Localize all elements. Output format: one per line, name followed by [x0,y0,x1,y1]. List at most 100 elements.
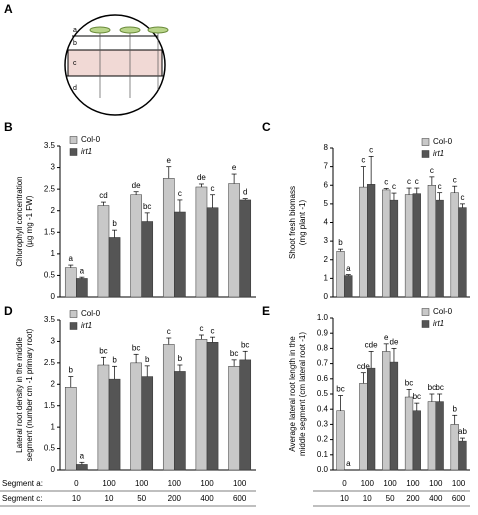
bar [195,339,208,471]
significance-letter: b [69,366,74,375]
panel-label: E [262,304,270,318]
significance-letter: c [211,184,215,193]
bar [336,410,345,471]
seedling [119,26,141,34]
seedling [89,26,111,34]
segment-value: 200 [406,494,420,503]
bar [195,186,208,298]
bar [130,362,142,471]
bar [228,366,240,471]
y-tick-label: 0.2 [317,435,329,444]
y-tick-label: 1.0 [317,313,329,322]
y-tick-label: 0.5 [317,389,329,398]
significance-letter: c [453,175,457,184]
significance-letter: ab [458,427,467,436]
bar [450,192,459,298]
significance-letter: bc [413,392,421,401]
bar [382,189,391,298]
legend-label: Col-0 [433,307,453,316]
bar [174,211,186,298]
seedling [147,26,169,34]
bar [367,184,376,298]
y-tick-label: 1.5 [44,401,56,410]
bar [239,199,252,298]
significance-letter: bc [132,343,140,352]
significance-letter: c [438,182,442,191]
bar [76,278,88,298]
bar [76,464,88,471]
segment-value: 200 [168,494,182,503]
significance-letter: bc [143,202,151,211]
bar [206,207,219,298]
significance-letter: c [178,189,182,198]
bar [97,364,110,471]
y-tick-label: 2 [51,379,56,388]
plate-diagram: a b c d [64,14,169,116]
significance-letter: a [80,451,85,460]
y-tick-label: 0.6 [317,374,329,383]
legend-label: Col-0 [81,309,101,318]
significance-letter: de [197,173,206,182]
bar [367,367,376,471]
segment-value: 10 [72,494,81,503]
bar [336,251,345,298]
y-tick-label: 1 [324,273,329,282]
y-tick-label: 0.8 [317,344,329,353]
segment-label: d [73,85,77,92]
significance-letter: a [80,266,85,275]
significance-letter: b [338,238,343,247]
segment-value: 400 [200,494,214,503]
significance-letter: bc [435,383,443,392]
y-axis-label: middle segment (cm lateral root -1) [298,332,307,456]
y-tick-label: 0.9 [317,328,329,337]
significance-letter: b [112,355,117,364]
y-tick-label: 3 [324,236,329,245]
segment-label: b [73,40,77,47]
bar [412,193,421,298]
segment-value: 100 [361,479,375,488]
significance-letter: c [369,145,373,154]
significance-letter: de [390,338,399,347]
y-tick-label: 2.5 [44,184,56,193]
y-tick-label: 2 [51,206,56,215]
bar [389,361,399,471]
segment-value: 100 [383,479,397,488]
legend-swatch [69,136,78,144]
y-tick-label: 3 [51,337,56,346]
y-tick-label: 1.5 [44,227,56,236]
bar [64,387,77,471]
legend-label: irt1 [81,147,92,156]
significance-letter: c [361,156,365,165]
y-tick-label: 0 [51,292,56,301]
segment-value: 50 [137,494,146,503]
significance-letter: cde [365,341,378,350]
bar [174,371,186,471]
bar [404,194,414,298]
panel-label: A [4,2,13,16]
significance-letter: b [178,354,183,363]
segment-value: 100 [452,479,466,488]
y-tick-label: 0.5 [44,444,56,453]
row-label: Segment c: [2,494,42,503]
significance-letter: e [167,156,172,165]
legend-label: Col-0 [433,137,453,146]
bar [389,199,399,298]
segment-value: 600 [452,494,466,503]
legend-label: irt1 [433,319,444,328]
significance-letter: bc [405,379,413,388]
segment-value: 400 [429,494,443,503]
y-axis-label: Chlorophyll concentration [15,176,24,266]
segment-value: 10 [105,494,114,503]
y-axis-label: segment (number cm -1 primary root) [25,328,34,461]
bar [344,275,353,298]
legend-swatch [69,148,78,156]
significance-letter: e [232,163,237,172]
bar [435,401,444,471]
segment-value: 10 [363,494,372,503]
y-tick-label: 0 [51,465,56,474]
y-tick-label: 1 [51,422,56,431]
y-tick-label: 4 [324,218,329,227]
legend-swatch [69,322,78,330]
significance-letter: cd [99,191,107,200]
